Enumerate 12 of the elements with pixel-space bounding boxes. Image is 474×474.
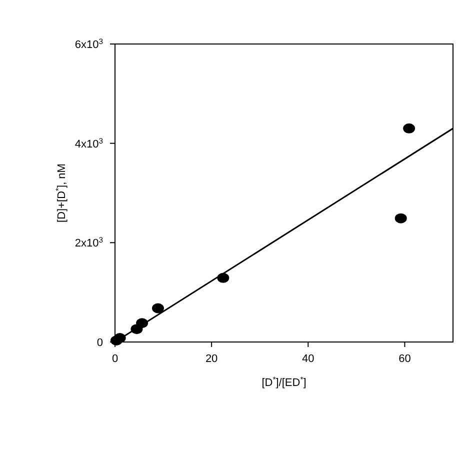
- point: [394, 213, 407, 224]
- x-axis-title: [D$^{*}$]/[ED$^{*}$]: [262, 374, 306, 389]
- point: [403, 123, 416, 134]
- x-tick-label: 20: [205, 353, 218, 365]
- x-tick-label: 40: [302, 353, 314, 365]
- y-tick-label: 2x10$^{3}$: [74, 235, 103, 250]
- y-tick-label: 0: [96, 337, 103, 349]
- x-tick-label: 0: [112, 353, 118, 365]
- y-tick-label: 6x10$^{3}$: [74, 36, 103, 51]
- point: [152, 303, 164, 314]
- y-tick-label: 4x10$^{3}$: [74, 136, 103, 150]
- x-tick-label: 60: [398, 353, 411, 365]
